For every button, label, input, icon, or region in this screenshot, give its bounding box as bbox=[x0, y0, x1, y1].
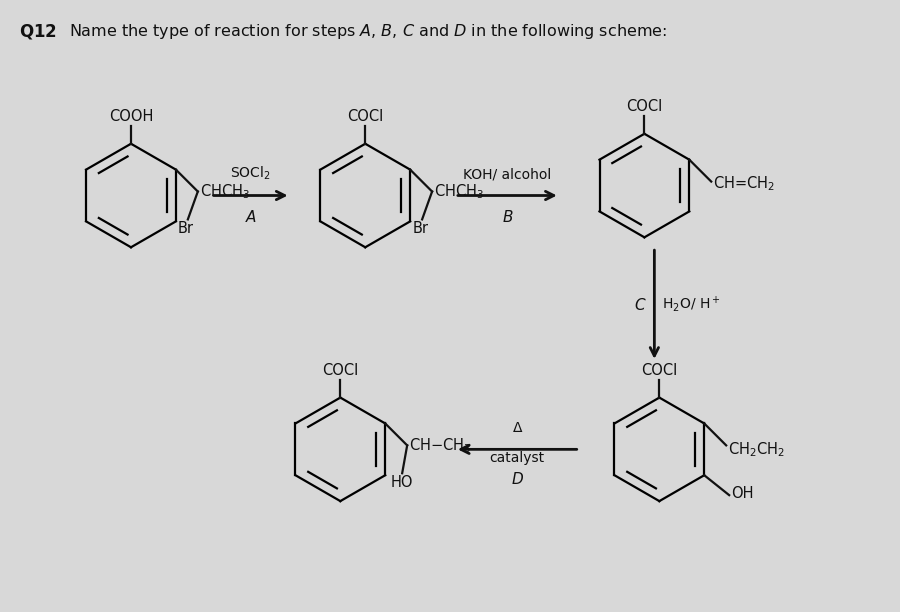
Text: SOCl$_2$: SOCl$_2$ bbox=[230, 164, 271, 182]
Text: COOH: COOH bbox=[109, 109, 153, 124]
Text: Name the type of reaction for steps $\mathit{A}$, $\mathit{B}$, $\mathit{C}$ and: Name the type of reaction for steps $\ma… bbox=[69, 22, 667, 41]
Text: $\bf{Q12}$: $\bf{Q12}$ bbox=[19, 22, 58, 41]
Text: HO: HO bbox=[391, 476, 413, 490]
Text: OH: OH bbox=[731, 486, 753, 501]
Text: CHCH$_3$: CHCH$_3$ bbox=[434, 182, 484, 201]
Text: Br: Br bbox=[178, 222, 194, 236]
Text: COCl: COCl bbox=[626, 99, 662, 114]
Text: CH$_2$CH$_2$: CH$_2$CH$_2$ bbox=[728, 440, 786, 459]
Text: CHCH$_3$: CHCH$_3$ bbox=[200, 182, 250, 201]
Text: COCl: COCl bbox=[322, 363, 358, 378]
Text: COCl: COCl bbox=[641, 363, 678, 378]
Text: H$_2$O/ H$^+$: H$_2$O/ H$^+$ bbox=[662, 294, 721, 315]
Text: COCl: COCl bbox=[347, 109, 383, 124]
Text: $\mathit{A}$: $\mathit{A}$ bbox=[245, 209, 256, 225]
Text: $\mathit{B}$: $\mathit{B}$ bbox=[501, 209, 513, 225]
Text: $\mathit{C}$: $\mathit{C}$ bbox=[634, 296, 646, 313]
Text: Br: Br bbox=[412, 222, 428, 236]
Text: $\mathit{D}$: $\mathit{D}$ bbox=[511, 471, 524, 487]
Text: catalyst: catalyst bbox=[490, 451, 544, 465]
Text: $\Delta$: $\Delta$ bbox=[511, 422, 523, 435]
Text: CH=CH$_2$: CH=CH$_2$ bbox=[713, 174, 776, 193]
Text: KOH/ alcohol: KOH/ alcohol bbox=[464, 168, 552, 182]
Text: CH$-$CH$_3$: CH$-$CH$_3$ bbox=[410, 436, 472, 455]
